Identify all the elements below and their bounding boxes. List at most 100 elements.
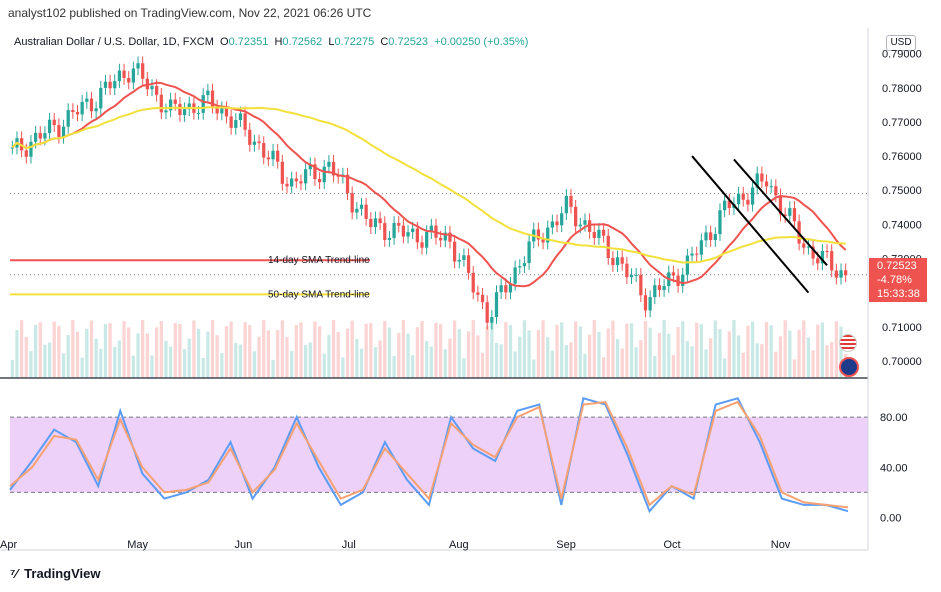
volume-bar — [643, 320, 648, 378]
candle-body — [187, 103, 191, 110]
candle-body — [508, 283, 513, 293]
candle-body — [224, 108, 229, 117]
time-tick-label: Apr — [0, 539, 17, 551]
volume-bar — [168, 346, 173, 378]
candle-body — [150, 86, 154, 90]
candle-body — [373, 218, 378, 228]
volume-bar — [620, 348, 624, 378]
candle-body — [485, 302, 489, 323]
volume-bar — [94, 338, 98, 378]
candle-body — [257, 141, 261, 144]
candle-body — [159, 94, 163, 113]
volume-bar — [80, 357, 84, 378]
volume-bar — [741, 352, 745, 378]
volume-bar — [466, 331, 471, 378]
volume-bar — [783, 320, 787, 378]
volume-bar — [797, 329, 801, 378]
candle-body — [471, 272, 475, 293]
symbol-legend: Australian Dollar / U.S. Dollar, 1D, FXC… — [14, 36, 528, 48]
candle-body — [736, 193, 741, 204]
candle-body — [727, 200, 731, 209]
candle-body — [690, 253, 694, 256]
tradingview-logo-icon: ⁷⁄ — [10, 566, 18, 581]
footer-brand[interactable]: ⁷⁄ TradingView — [10, 566, 101, 581]
stochastic-band — [10, 417, 868, 493]
volume-bar — [303, 344, 308, 378]
candle-body — [760, 173, 764, 182]
candle-body — [294, 178, 298, 182]
candle-body — [364, 204, 368, 219]
volume-bar — [359, 348, 364, 378]
candle-body — [406, 232, 410, 237]
volume-bar — [383, 320, 387, 378]
candle-body — [243, 113, 247, 130]
volume-bar — [574, 321, 578, 378]
volume-bar — [471, 320, 475, 378]
candle-body — [713, 234, 717, 241]
candle-body — [476, 292, 480, 295]
candle-body — [513, 267, 517, 284]
volume-bar — [378, 340, 382, 378]
candle-body — [201, 95, 205, 113]
volume-bar — [439, 324, 443, 378]
volume-bar — [331, 320, 336, 378]
volume-bar — [839, 326, 843, 378]
us-flag-icon[interactable] — [839, 334, 857, 352]
volume-bar — [406, 333, 410, 378]
au-flag-icon[interactable] — [839, 357, 859, 377]
volume-bar — [15, 330, 19, 378]
volume-bar — [681, 321, 685, 378]
candle-body — [601, 229, 606, 236]
candle-body — [155, 86, 159, 95]
volume-bar — [476, 335, 480, 378]
volume-bar — [308, 342, 312, 378]
volume-bar — [569, 342, 573, 378]
volume-bar — [113, 346, 117, 378]
volume-bar — [401, 320, 406, 378]
volume-bar — [778, 336, 783, 378]
candle-body — [839, 270, 843, 278]
candle-body — [234, 120, 238, 128]
high-value: 0.72562 — [282, 36, 323, 48]
volume-bar — [480, 352, 485, 378]
candle-body — [103, 81, 108, 88]
candle-body — [429, 225, 433, 233]
volume-bar — [425, 340, 429, 378]
candle-body — [648, 297, 652, 311]
volume-bar — [541, 320, 545, 378]
volume-bar — [276, 330, 280, 378]
candle-body — [578, 224, 582, 227]
candle-body — [541, 239, 545, 243]
candle-body — [29, 141, 33, 157]
volume-bar — [504, 322, 508, 378]
volume-bar — [229, 321, 233, 378]
candle-body — [587, 220, 592, 232]
sma50-line — [11, 106, 846, 264]
volume-bar — [713, 320, 717, 378]
candle-body — [657, 285, 662, 291]
price-tick-label: 0.79000 — [882, 49, 922, 61]
volume-bar — [676, 327, 680, 378]
channel-lower-line — [691, 155, 810, 294]
candle-body — [639, 274, 643, 296]
time-tick-label: Jun — [235, 539, 253, 551]
candle-body — [85, 98, 89, 102]
candle-body — [57, 125, 61, 137]
price-pane: 14-day SMA Trend-line 50-day SMA Trend-li… — [10, 56, 868, 378]
volume-bar — [127, 327, 131, 378]
candle-body — [229, 116, 233, 128]
volume-bar — [769, 325, 773, 378]
candle-body — [755, 173, 759, 188]
volume-bar — [806, 337, 811, 378]
open-value: 0.72351 — [228, 36, 269, 48]
price-tick-label: 0.75000 — [882, 185, 922, 197]
candle-body — [522, 263, 527, 267]
volume-bar — [313, 321, 317, 378]
volume-bar — [89, 320, 94, 378]
time-tick-label: Jul — [342, 539, 356, 551]
volume-bar — [322, 353, 326, 378]
candle-body — [620, 257, 624, 264]
currency-badge[interactable]: USD — [886, 35, 916, 51]
volume-bar — [141, 320, 145, 378]
